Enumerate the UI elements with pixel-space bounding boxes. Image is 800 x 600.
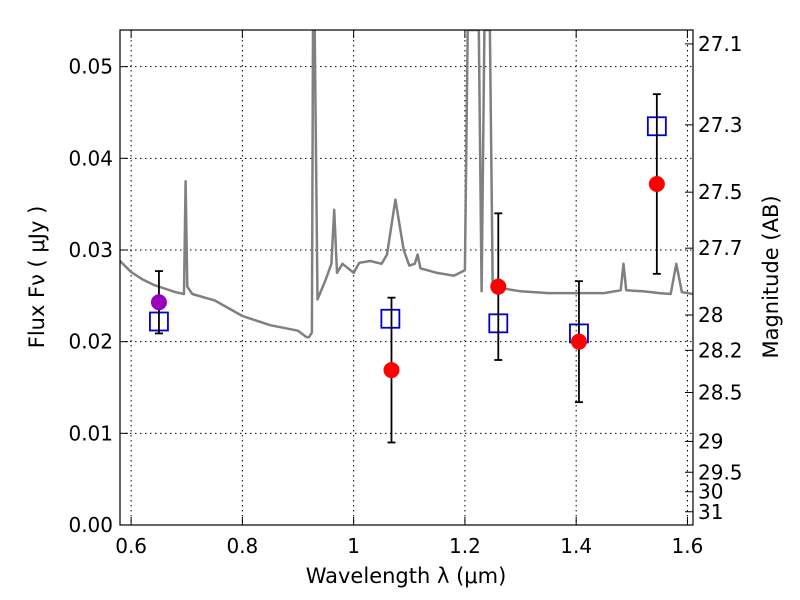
y-tick-label: 0.05 xyxy=(68,55,113,79)
plot-frame xyxy=(119,29,694,526)
mag-tick-label: 27.1 xyxy=(698,32,743,56)
mag-tick-label: 28.2 xyxy=(698,338,743,362)
grid xyxy=(120,30,693,526)
y-tick-label: 0.01 xyxy=(68,421,113,445)
y-tick-label: 0.02 xyxy=(68,330,113,354)
mag-tick-label: 27.3 xyxy=(698,113,743,137)
y-axis-label: Flux Fν ( μJy ) xyxy=(25,206,49,349)
spectrum-line xyxy=(120,30,693,339)
x-tick-label: 1.4 xyxy=(560,534,592,558)
mag-tick-label: 27.5 xyxy=(698,180,743,204)
observed-point xyxy=(383,362,400,379)
x-tick-label: 1 xyxy=(347,534,360,558)
y-tick-label: 0.04 xyxy=(68,146,113,170)
x-tick-label: 0.6 xyxy=(115,534,147,558)
x-tick-label: 1.6 xyxy=(672,534,704,558)
x-tick-label: 0.8 xyxy=(226,534,258,558)
model-square-marker xyxy=(380,308,401,329)
observed-point xyxy=(570,333,587,350)
mag-tick-label: 28.5 xyxy=(698,381,743,405)
plot-area xyxy=(120,30,693,444)
observed-point xyxy=(150,294,167,311)
mag-tick-label: 28 xyxy=(698,303,723,327)
mag-tick-label: 30 xyxy=(698,480,723,504)
observed-point xyxy=(490,278,507,295)
mag-tick-label: 29.5 xyxy=(698,460,743,484)
y-tick-label: 0.00 xyxy=(68,513,113,537)
observed-point xyxy=(648,176,665,192)
x-tick-label: 1.2 xyxy=(449,534,481,558)
y-tick-label: 0.03 xyxy=(68,238,113,262)
x-axis-label: Wavelength λ (μm) xyxy=(306,564,507,588)
axes-ticks: 0.6 0.8 1 1.2 1.4 1.6 0.00 0.01 0.02 0.03 0.04 0.05… xyxy=(68,30,743,558)
y-axis-label-right: Magnitude (AB) xyxy=(759,195,783,358)
mag-tick-label: 27.7 xyxy=(698,236,743,260)
mag-tick-label: 31 xyxy=(698,500,723,524)
mag-tick-label: 29 xyxy=(698,429,723,453)
